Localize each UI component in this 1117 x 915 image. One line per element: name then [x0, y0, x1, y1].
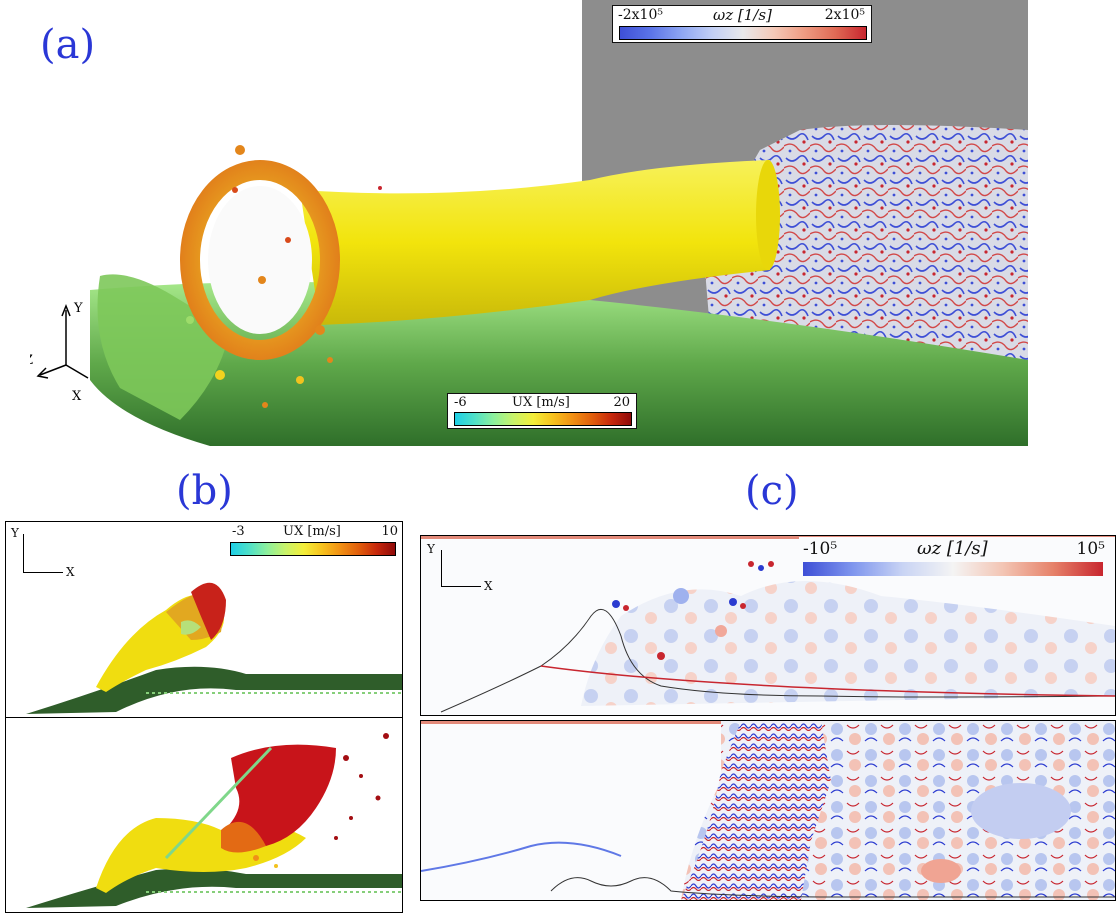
colorbar-a-vort-title: ωz [1/s] — [713, 6, 772, 24]
panel-c-bottom — [420, 720, 1116, 901]
panel-label-c: (c) — [745, 468, 799, 514]
droplets-b — [253, 733, 389, 868]
panel-c-top-render — [421, 536, 1115, 713]
colorbar-b-ux: -3 UX [m/s] 10 — [228, 524, 400, 558]
axis-b-y: Y — [11, 526, 19, 540]
colorbar-a-vort-max: 2x10⁵ — [824, 7, 865, 23]
colorbar-c-vort-max: 10⁵ — [1076, 539, 1105, 559]
liquid-jet — [300, 160, 770, 325]
panel-a-render: Y Z X — [24, 0, 1028, 446]
axis-b-x-line — [23, 572, 63, 573]
panel-c-top: Y X -10⁵ ωz [1/s] 10⁵ — [420, 535, 1116, 716]
colorbar-c-vort-min: -10⁵ — [803, 539, 838, 559]
axis-a-x: X — [72, 389, 82, 404]
colorbar-a-ux-title: UX [m/s] — [512, 395, 570, 410]
colorbar-c-vort-title: ωz [1/s] — [917, 538, 988, 559]
colorbar-b-ux-max: 10 — [381, 524, 398, 539]
panel-label-b: (b) — [176, 468, 233, 514]
panel-c-bottom-render — [421, 721, 1115, 900]
panel-label-a: (a) — [40, 22, 96, 68]
panel-b-bottom — [5, 717, 403, 913]
axis-b-y-line — [23, 534, 24, 572]
film-b-top — [26, 666, 402, 714]
colorbar-a-ux: -6 UX [m/s] 20 — [447, 393, 637, 429]
jet-tip — [756, 160, 780, 270]
droplets-a — [186, 145, 382, 408]
axis-c-x: X — [484, 579, 493, 593]
colorbar-a-ux-min: -6 — [454, 395, 467, 410]
colorbar-b-ux-title: UX [m/s] — [283, 524, 341, 539]
colorbar-c-vorticity: -10⁵ ωz [1/s] 10⁵ — [799, 537, 1115, 577]
liquid-rim — [180, 160, 340, 360]
bag-b-bottom — [226, 744, 336, 847]
axis-c-x-line — [441, 586, 481, 587]
colorbar-b-ux-min: -3 — [232, 524, 245, 539]
interface-c-bottom — [550, 877, 1115, 898]
axis-c-y: Y — [427, 542, 435, 556]
colorbar-a-ux-gradient — [454, 412, 632, 426]
colorbar-a-vort-min: -2x10⁵ — [618, 7, 663, 23]
vorticity-c-top-region — [581, 581, 1115, 706]
film-b-bottom — [26, 868, 402, 908]
panel-b-bottom-render — [26, 733, 402, 908]
colorbar-a-vort-gradient — [619, 26, 867, 40]
axis-triad-a — [36, 303, 89, 379]
colorbar-a-ux-max: 20 — [613, 395, 630, 410]
axis-b-x: X — [66, 565, 75, 579]
panel-a: Y Z X — [24, 0, 1028, 446]
panel-b-top-render — [26, 582, 402, 714]
vortex-cores-c-top — [612, 561, 774, 660]
mixing-layer-c-bottom — [681, 721, 831, 900]
axis-a-y: Y — [73, 301, 83, 316]
colorbar-b-ux-gradient — [230, 542, 396, 556]
axis-a-z: Z — [30, 353, 33, 368]
colorbar-a-vorticity: -2x10⁵ ωz [1/s] 2x10⁵ — [612, 5, 872, 43]
colorbar-c-vort-gradient — [803, 562, 1103, 576]
panel-b-top: Y X -3 UX [m/s] 10 — [5, 521, 403, 718]
axis-c-y-line — [441, 550, 442, 586]
